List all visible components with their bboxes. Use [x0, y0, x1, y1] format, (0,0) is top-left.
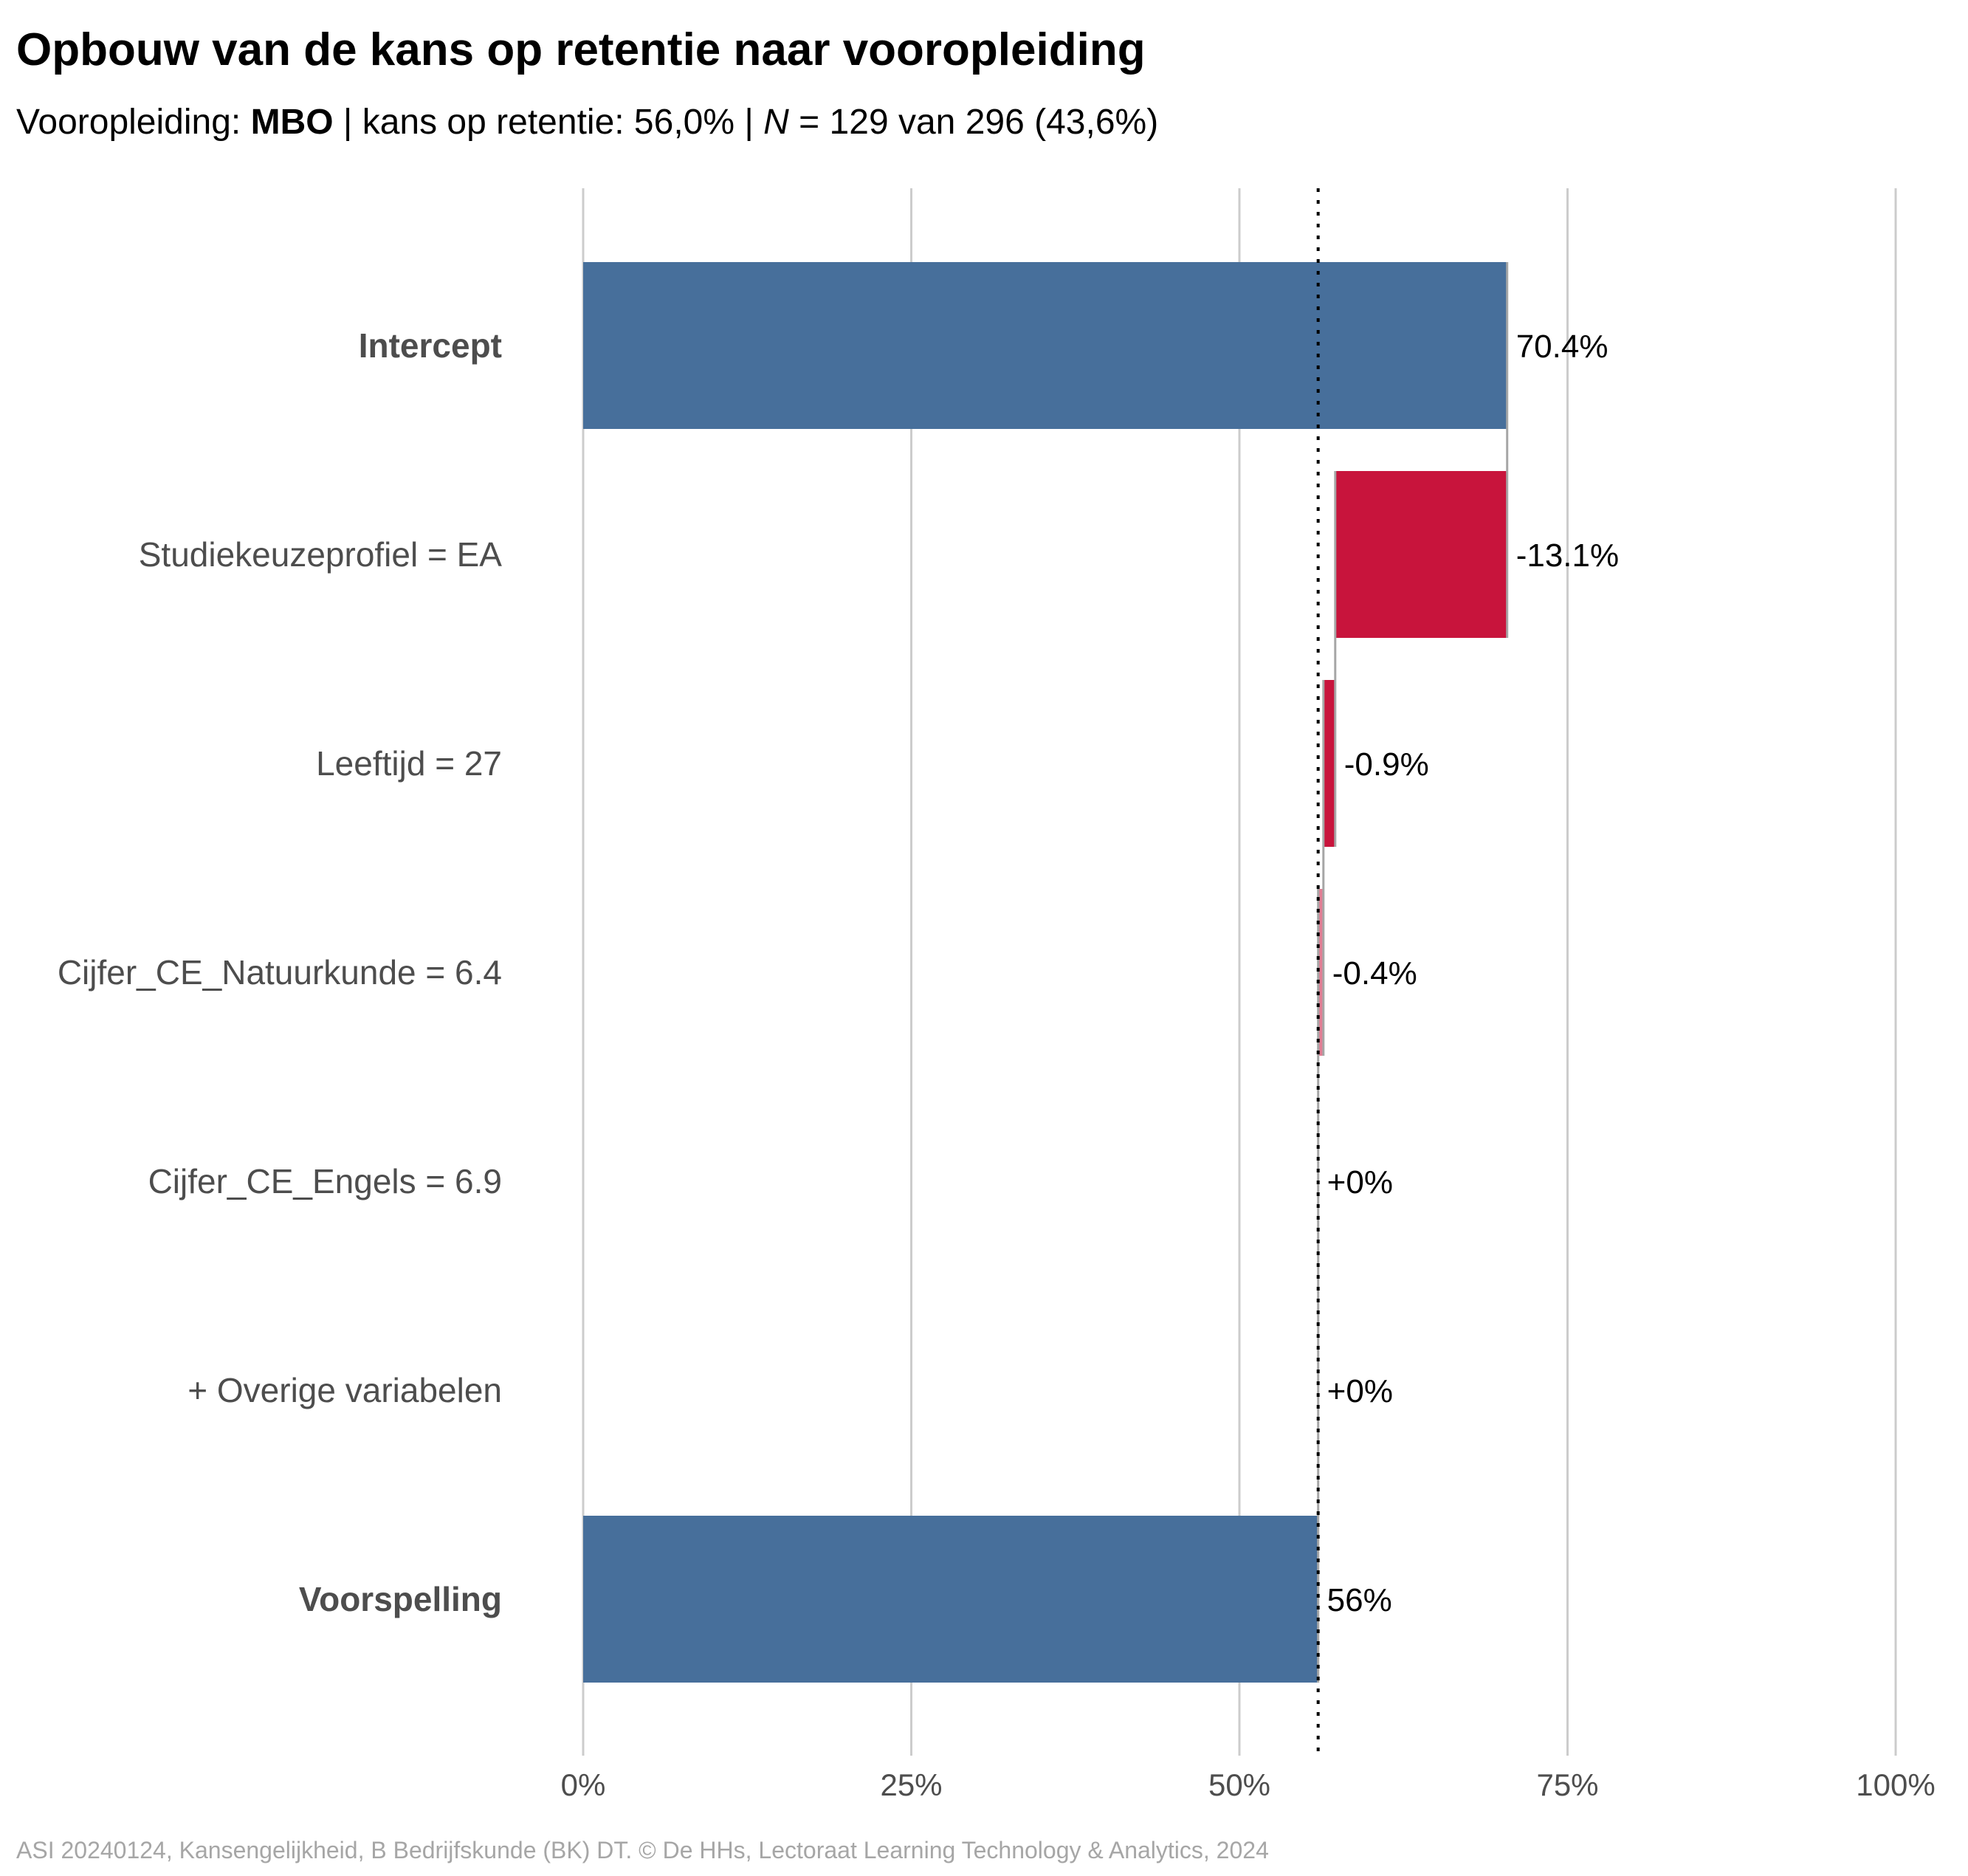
category-label: Cijfer_CE_Engels = 6.9 — [148, 1162, 502, 1200]
chart-title: Opbouw van de kans op retentie naar voor… — [16, 24, 1146, 75]
category-label: Intercept — [359, 326, 502, 365]
subtitle-prefix: Vooropleiding: — [16, 103, 251, 142]
category-labels: Intercept Studiekeuzeprofiel = EA Leeftijd… — [58, 326, 502, 1618]
category-label: Studiekeuzeprofiel = EA — [139, 535, 503, 574]
x-tick-label: 75% — [1536, 1767, 1598, 1802]
bar-3 — [1318, 889, 1324, 1056]
value-labels: 70.4% -13.1% -0.9% -0.4% +0% +0% 56% — [1327, 329, 1619, 1618]
value-label: 70.4% — [1516, 329, 1609, 365]
value-label: +0% — [1327, 1373, 1393, 1409]
x-tick-label: 0% — [561, 1767, 606, 1802]
subtitle-group: MBO — [250, 103, 334, 142]
value-label: 56% — [1327, 1582, 1392, 1618]
x-tick-label: 100% — [1856, 1767, 1935, 1802]
subtitle-n-text: = 129 van 296 (43,6%) — [788, 103, 1159, 142]
value-label: -0.4% — [1332, 955, 1417, 992]
x-tick-labels: 0% 25% 50% 75% 100% — [561, 1767, 1936, 1802]
bar-0 — [583, 262, 1507, 429]
value-label: -0.9% — [1344, 746, 1429, 783]
category-label: Voorspelling — [299, 1580, 502, 1618]
bar-2 — [1323, 680, 1335, 847]
category-label: Leeftijd = 27 — [316, 744, 502, 783]
category-label: + Overige variabelen — [187, 1371, 502, 1409]
x-tick-label: 50% — [1208, 1767, 1270, 1802]
chart-subtitle: Vooropleiding: MBO | kans op retentie: 5… — [16, 102, 1158, 142]
bar-1 — [1335, 471, 1507, 638]
bars — [583, 262, 1507, 1683]
subtitle-middle: | kans op retentie: 56,0% | — [333, 103, 764, 142]
bar-6 — [583, 1516, 1318, 1683]
subtitle-n-symbol: N — [763, 103, 789, 142]
value-label: -13.1% — [1516, 537, 1619, 574]
category-label: Cijfer_CE_Natuurkunde = 6.4 — [58, 953, 502, 992]
grid-lines — [582, 188, 1897, 1756]
x-tick-label: 25% — [880, 1767, 942, 1802]
chart-caption: ASI 20240124, Kansengelijkheid, B Bedrij… — [16, 1837, 1269, 1863]
value-label: +0% — [1327, 1164, 1393, 1200]
